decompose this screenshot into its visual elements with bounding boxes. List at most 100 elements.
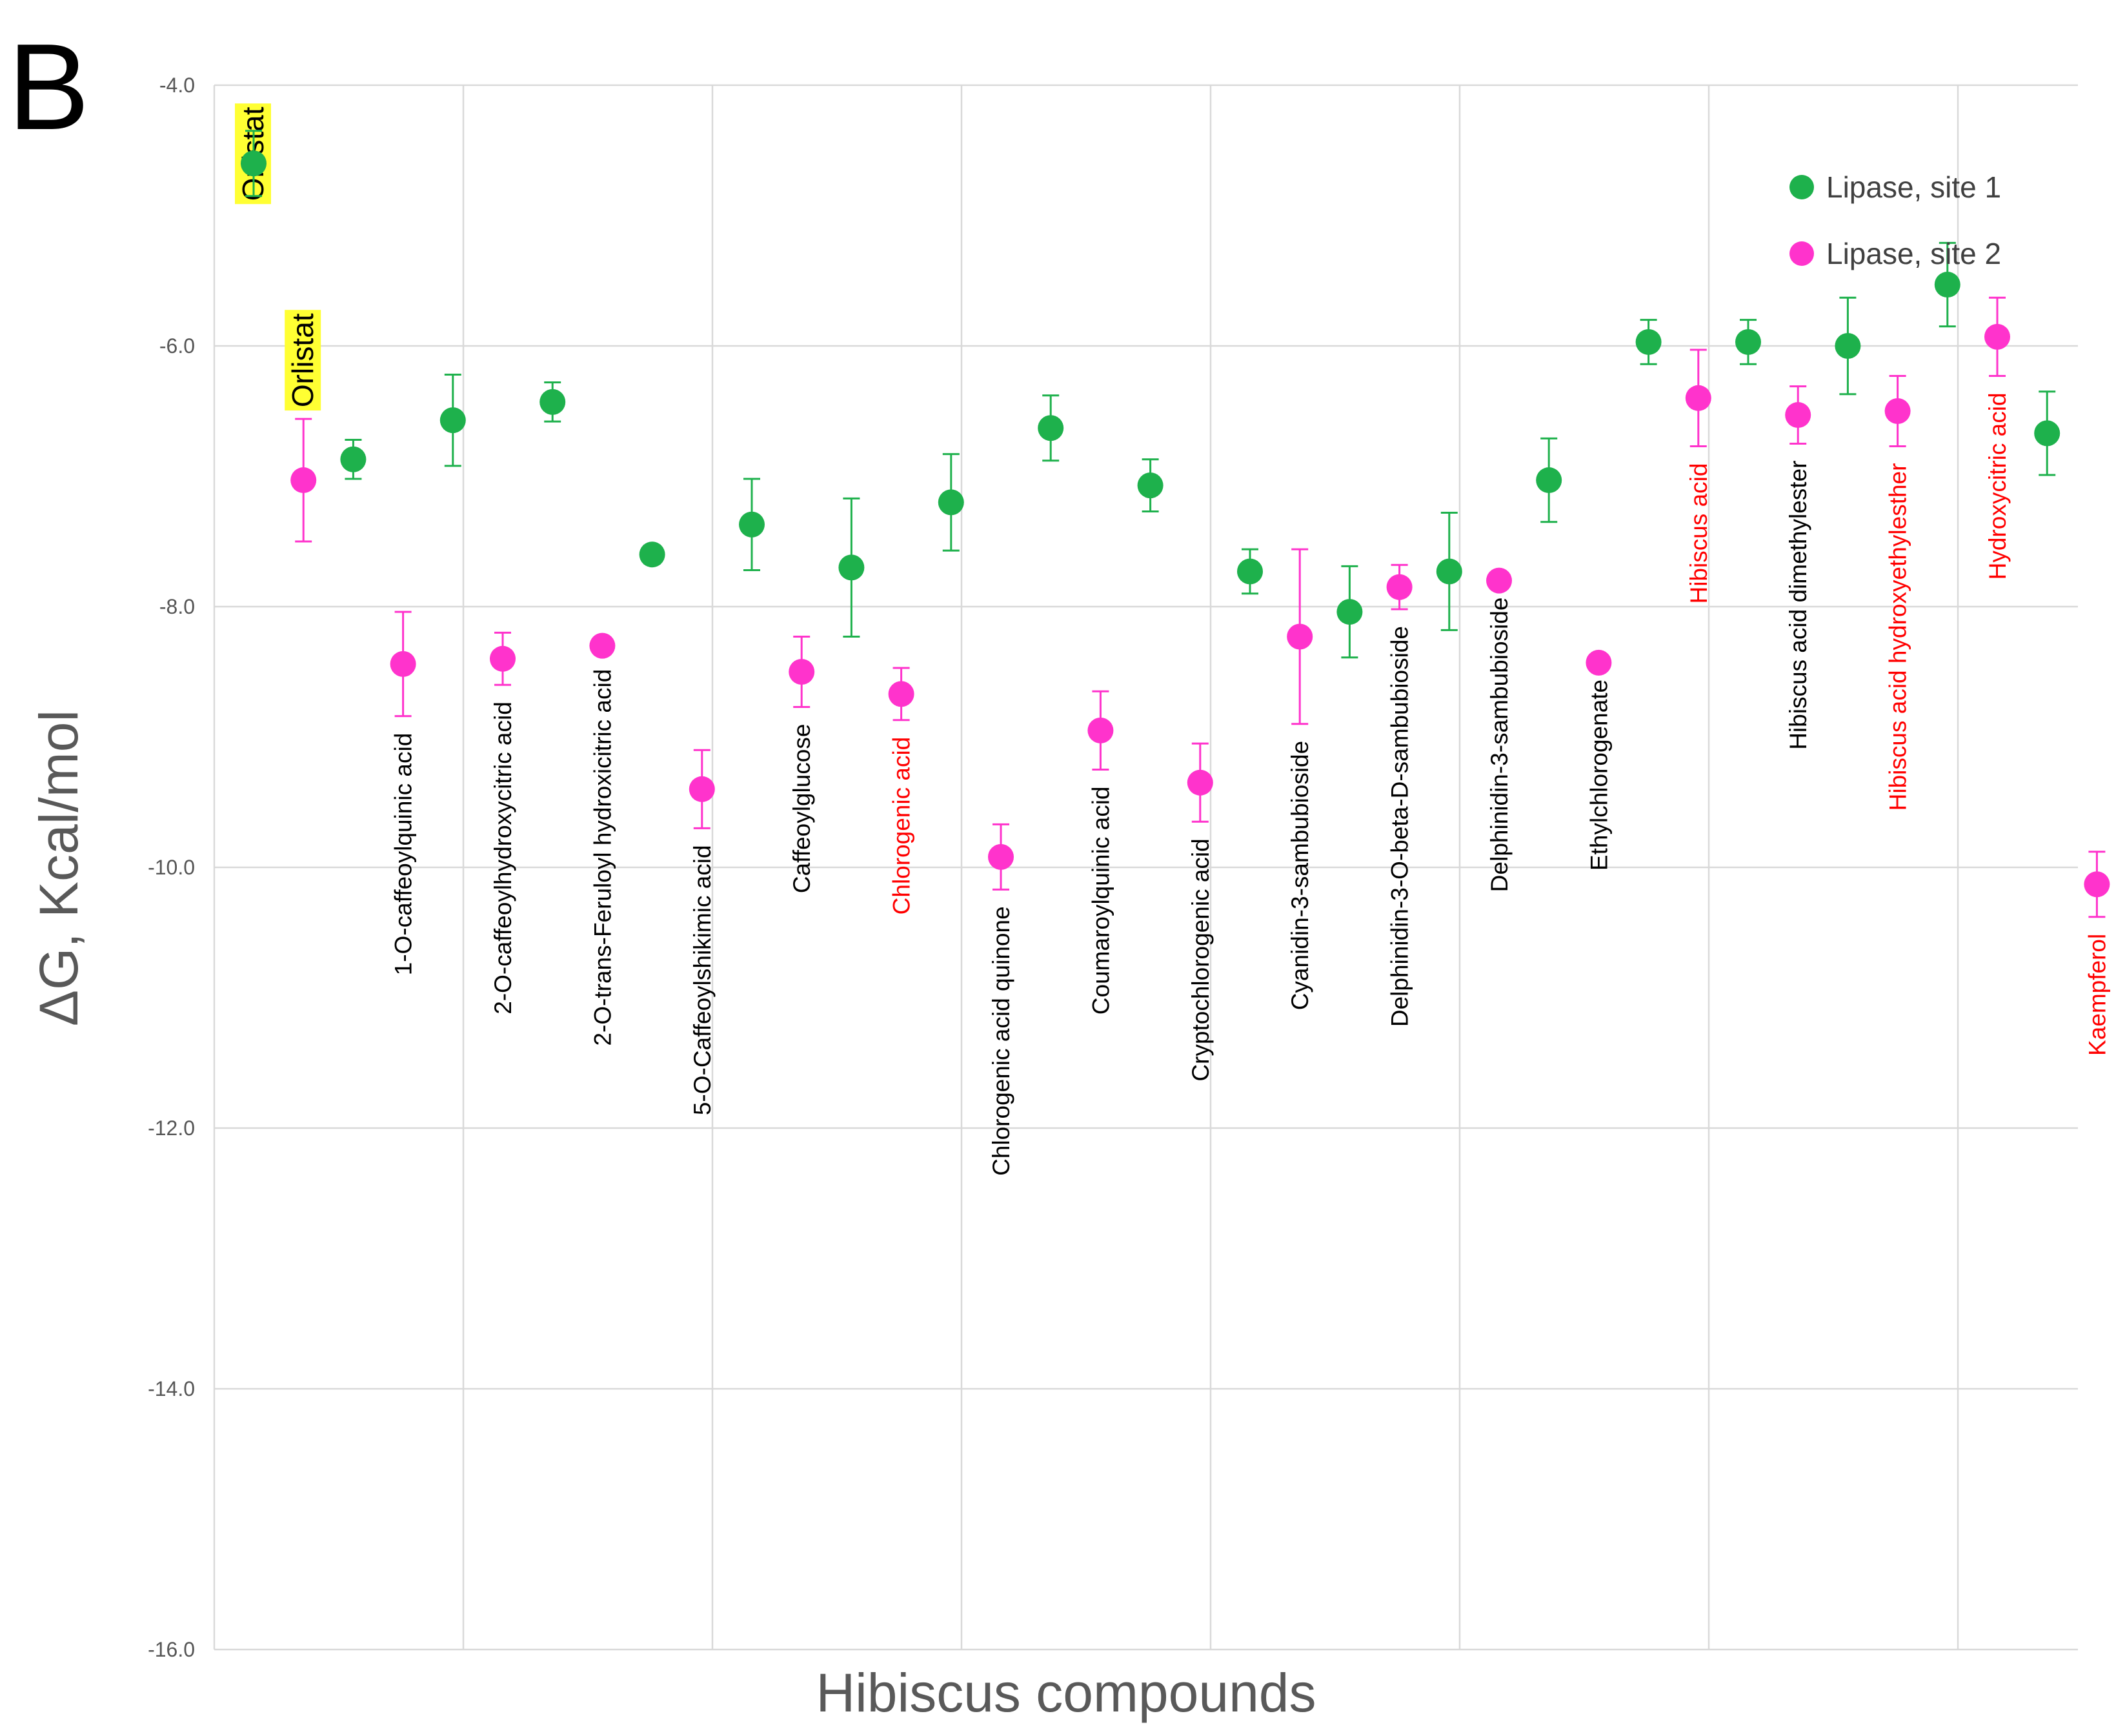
marker-site2 [1386,574,1413,600]
data-point-site2 [1287,548,1313,725]
data-point-site2 [2084,851,2110,918]
marker-site2 [689,776,715,802]
marker-site1 [1835,333,1861,359]
data-point-site1 [639,541,665,568]
marker-site1 [539,389,566,415]
data-point-site1 [1336,565,1363,659]
y-tick-label: -8.0 [159,595,195,618]
y-tick-label: -10.0 [148,856,195,879]
data-point-site1 [838,497,865,638]
marker-site1 [241,150,267,177]
marker-site2 [1586,649,1612,676]
data-point-site2 [1685,348,1711,448]
compound-label: Coumaroylquinic acid [1087,787,1114,1015]
data-point-site2 [1884,374,1911,448]
data-point-site1 [1635,319,1662,365]
y-tick-label: -14.0 [148,1377,195,1400]
data-point-site2 [1087,690,1114,771]
data-point-site2 [1984,296,2010,377]
compound-label: Hibiscus acid dimethylester [1785,461,1811,750]
marker-site2 [988,843,1014,870]
marker-site1 [1137,472,1164,499]
marker-site2 [1287,623,1313,650]
marker-site2 [1685,385,1711,411]
legend: Lipase, site 1 Lipase, site 2 [1789,170,2001,270]
y-tick-label: -4.0 [159,74,195,97]
compound-label: 2-O-caffeoylhydroxycitric acid [490,701,516,1014]
y-tick-label: -12.0 [148,1116,195,1140]
legend-marker-site1 [1789,175,1814,199]
marker-site1 [2034,420,2061,447]
marker-site2 [1087,717,1114,743]
data-point-site2 [789,635,815,709]
compound-label: Hibiscus acid [1686,463,1712,604]
marker-site1 [439,407,466,434]
y-axis-title: ΔG, Kcal/mol [28,710,89,1026]
data-points [241,130,2110,918]
marker-site1 [1336,599,1363,625]
data-point-site1 [439,373,466,467]
data-point-site1 [340,438,367,480]
y-tick-label: -16.0 [148,1638,195,1661]
data-point-site1 [1735,319,1761,365]
marker-site2 [390,651,416,677]
marker-site1 [1237,558,1263,585]
compound-label: Ethylchlorogenate [1586,680,1612,871]
data-point-site2 [1386,563,1413,611]
marker-site2 [888,681,914,707]
data-point-site2 [1187,742,1213,823]
compound-label: Cryptochlorogenic acid [1187,838,1214,1081]
data-point-site1 [1436,512,1462,631]
marker-site2 [2084,871,2110,898]
marker-site1 [340,446,367,472]
marker-site2 [789,659,815,685]
marker-site1 [739,511,765,538]
data-point-site2 [988,823,1014,891]
marker-site1 [1735,328,1761,355]
marker-site2 [589,632,616,659]
marker-site1 [639,541,665,568]
legend-label: Lipase, site 2 [1826,237,2001,270]
legend-label: Lipase, site 1 [1826,170,2001,204]
compound-label: Hibiscus acid hydroxyethylesther [1885,463,1911,811]
data-point-site2 [689,749,715,829]
data-point-site2 [1785,385,1811,445]
label-highlight [285,310,321,411]
marker-site1 [1635,328,1662,355]
compound-label: 1-O-caffeoylquinic acid [390,733,417,976]
data-point-site1 [2034,390,2061,476]
data-point-site2 [888,667,914,722]
compound-label: Caffeoylglucose [789,724,815,894]
data-point-site1 [1237,548,1263,595]
marker-site1 [1436,558,1462,585]
legend-marker-site2 [1789,241,1814,266]
data-point-site2 [1486,567,1512,594]
data-point-site1 [1934,241,1960,328]
data-point-site1 [241,130,267,197]
y-tick-label: -6.0 [159,334,195,358]
data-point-site1 [1137,458,1164,513]
marker-site2 [1785,402,1811,429]
data-point-site2 [589,632,616,659]
data-point-site1 [938,453,964,552]
data-point-site2 [1586,649,1612,676]
marker-site2 [490,645,516,672]
marker-site1 [1038,415,1064,441]
data-point-site2 [490,631,516,686]
grid [213,84,2078,1651]
compound-label: Chlorogenic acid [889,737,915,915]
data-point-site1 [1536,437,1562,523]
y-axis: -4.0 -6.0 -8.0 -10.0 -12.0 -14.0 -16.0 [148,74,195,1661]
data-point-site2 [290,418,317,543]
label-group: Orlistat [285,310,321,411]
data-point-site1 [1038,394,1064,462]
marker-site2 [1984,323,2010,350]
marker-site1 [938,489,964,516]
compound-label: Hydroxycitric acid [1984,392,2011,580]
x-axis-title: Hibiscus compounds [816,1662,1316,1723]
data-point-site1 [539,381,566,423]
compound-label: Chlorogenic acid quinone [988,906,1014,1176]
marker-site2 [1187,769,1213,796]
marker-site2 [1486,567,1512,594]
